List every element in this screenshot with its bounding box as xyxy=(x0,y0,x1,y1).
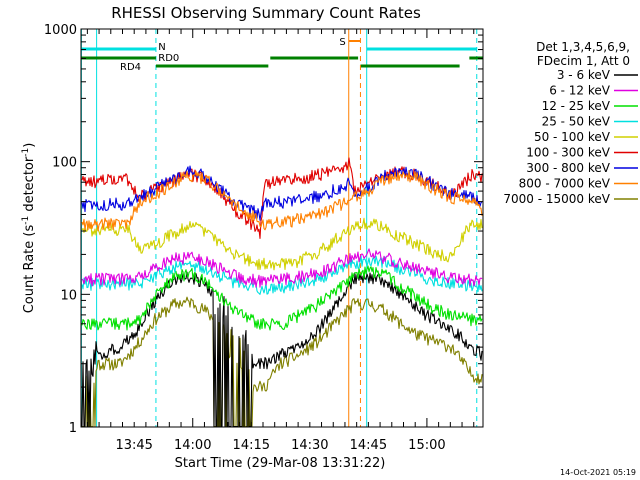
legend-label-3: 25 - 50 keV xyxy=(542,115,611,129)
legend-header-line-2: FDecim 1, Att 0 xyxy=(537,54,630,68)
series-line-0 xyxy=(82,296,483,428)
y-axis-label-sup-1: -1 xyxy=(21,216,31,225)
y-axis: 1 10 100 1000 xyxy=(44,23,483,436)
legend: Det 1,3,4,5,6,9, FDecim 1, Att 0 3 - 6 k… xyxy=(503,40,638,206)
legend-header-line-1: Det 1,3,4,5,6,9, xyxy=(536,40,630,54)
x-tick-label-4: 14:45 xyxy=(350,438,387,453)
y-axis-label-end: ) xyxy=(22,143,37,148)
x-axis-label: Start Time (29-Mar-08 13:31:22) xyxy=(175,456,386,471)
x-tick-label-5: 15:00 xyxy=(408,438,445,453)
legend-label-2: 12 - 25 keV xyxy=(542,99,611,113)
chart-title: RHESSI Observing Summary Count Rates xyxy=(111,4,421,22)
flag-label-rd4: RD4 xyxy=(120,62,141,73)
flag-label-night: N xyxy=(158,42,165,53)
series-line-6 xyxy=(81,157,483,239)
legend-label-7: 800 - 7000 keV xyxy=(519,177,611,191)
series-line-3 xyxy=(81,255,483,295)
y-axis-label-main: Count Rate (s xyxy=(22,225,37,314)
y-axis-label: Count Rate (s-1 detector-1) xyxy=(21,143,37,314)
y-tick-label-1: 10 xyxy=(60,288,77,303)
series-line-4 xyxy=(81,248,483,288)
x-tick-label-3: 14:30 xyxy=(291,438,328,453)
legend-label-6: 300 - 800 keV xyxy=(526,161,610,175)
x-tick-label-2: 14:15 xyxy=(233,438,270,453)
x-tick-label-1: 14:00 xyxy=(174,438,211,453)
series-line-1 xyxy=(81,271,483,428)
legend-label-5: 100 - 300 keV xyxy=(526,146,610,160)
x-axis: 13:45 14:00 14:15 14:30 14:45 15:00 xyxy=(86,29,475,453)
series-line-5 xyxy=(81,217,483,271)
y-tick-label-0: 1 xyxy=(69,421,77,436)
legend-label-1: 6 - 12 keV xyxy=(549,84,611,98)
y-axis-label-sup-2: -1 xyxy=(21,148,31,157)
legend-label-0: 3 - 6 keV xyxy=(557,68,611,82)
data-series xyxy=(81,157,483,428)
flag-label-saa: S xyxy=(339,37,345,48)
y-axis-label-mid: detector xyxy=(22,156,37,216)
series-line-8 xyxy=(81,169,483,232)
plot-timestamp: 14-Oct-2021 05:19 xyxy=(560,468,636,477)
flag-label-rd0: RD0 xyxy=(158,53,179,64)
legend-label-4: 50 - 100 keV xyxy=(534,130,611,144)
plot-area-frame xyxy=(80,28,484,428)
x-tick-label-0: 13:45 xyxy=(115,438,152,453)
y-tick-label-2: 100 xyxy=(52,156,77,171)
legend-label-8: 7000 - 15000 keV xyxy=(503,192,610,206)
y-tick-label-3: 1000 xyxy=(44,23,77,38)
series-line-2 xyxy=(81,265,483,331)
